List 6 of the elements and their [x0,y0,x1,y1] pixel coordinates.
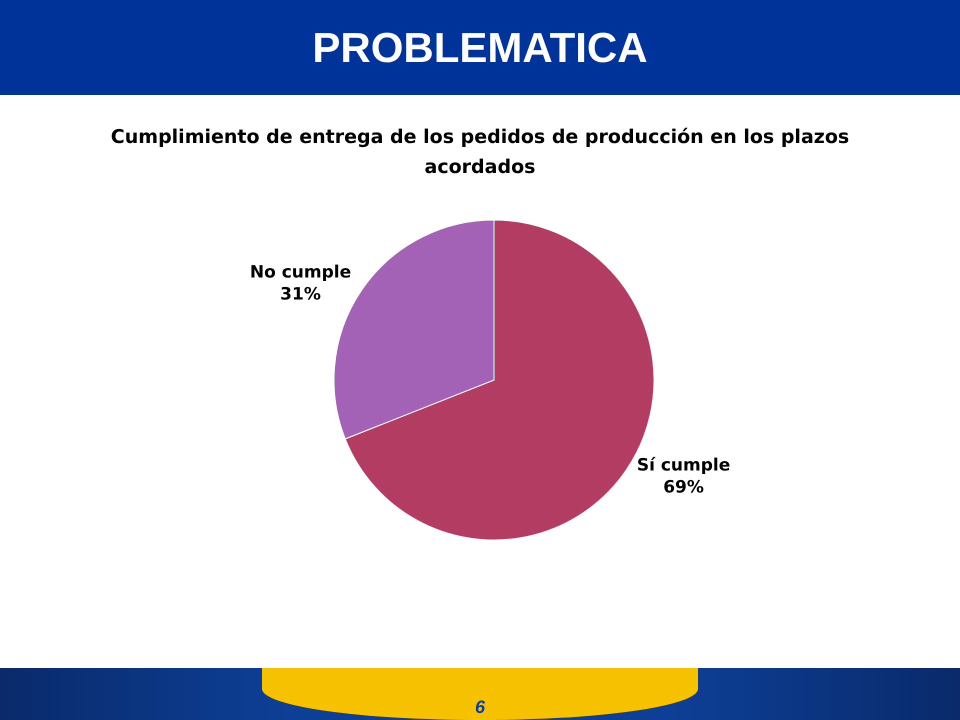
slice-label: No cumple [250,262,352,282]
data-label: 31% [280,284,321,304]
slice-label: Sí cumple [636,456,730,476]
data-label: 69% [663,478,704,498]
text: 6 [474,696,486,718]
chart-subtitle: Cumplimiento de entrega de los pedidos de producción en los plazos acordados [110,125,850,180]
